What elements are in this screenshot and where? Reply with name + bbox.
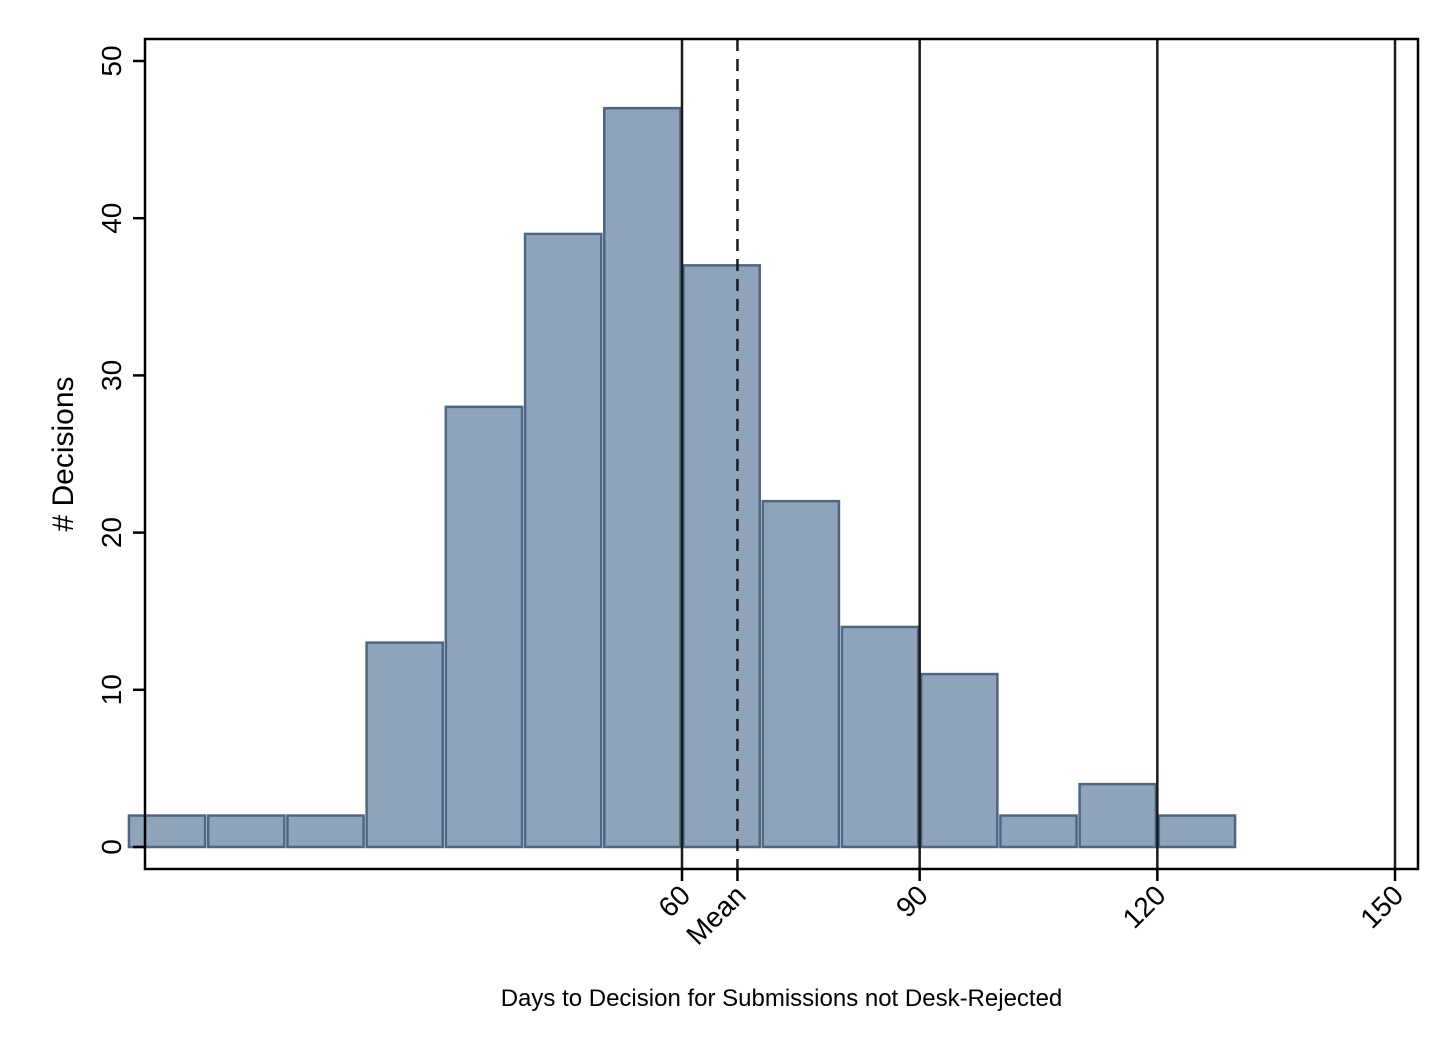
histogram-bar-5 <box>523 232 603 849</box>
histogram-bar-13 <box>1157 814 1237 849</box>
y-tick-label-50: 50 <box>96 45 127 76</box>
histogram-bar-12 <box>1078 782 1158 849</box>
y-tick-label-30: 30 <box>96 360 127 391</box>
histogram-bar-6 <box>603 106 682 849</box>
y-tick-label-0: 0 <box>96 839 127 855</box>
histogram-bar-1 <box>206 814 286 849</box>
histogram-bar-3 <box>365 641 445 849</box>
x-axis-title: Days to Decision for Submissions not Des… <box>501 985 1063 1012</box>
x-tick-label-150: 150 <box>1354 879 1409 934</box>
x-tick-label-90: 90 <box>890 879 934 923</box>
histogram-bar-8 <box>761 499 841 849</box>
histogram-bar-4 <box>444 405 524 849</box>
y-tick-label-40: 40 <box>96 203 127 234</box>
y-tick-label-20: 20 <box>96 517 127 548</box>
histogram-bar-7 <box>682 264 761 849</box>
histogram-bar-0 <box>127 814 207 849</box>
reference-lines-layer <box>680 39 1397 869</box>
y-tick-label-10: 10 <box>96 674 127 705</box>
x-tick-label-60: 60 <box>652 879 696 923</box>
y-axis-title: # Decisions <box>47 376 80 531</box>
histogram-bar-2 <box>286 814 365 849</box>
histogram-bar-10 <box>919 672 999 849</box>
histogram-bar-9 <box>840 625 920 849</box>
bars-layer <box>127 106 1237 849</box>
histogram-bar-11 <box>999 814 1078 849</box>
y-axis: 0 10 20 30 40 50 <box>96 45 145 855</box>
x-tick-label-mean: Mean <box>680 879 751 950</box>
x-tick-label-120: 120 <box>1117 879 1172 934</box>
plot-frame <box>143 37 1420 871</box>
